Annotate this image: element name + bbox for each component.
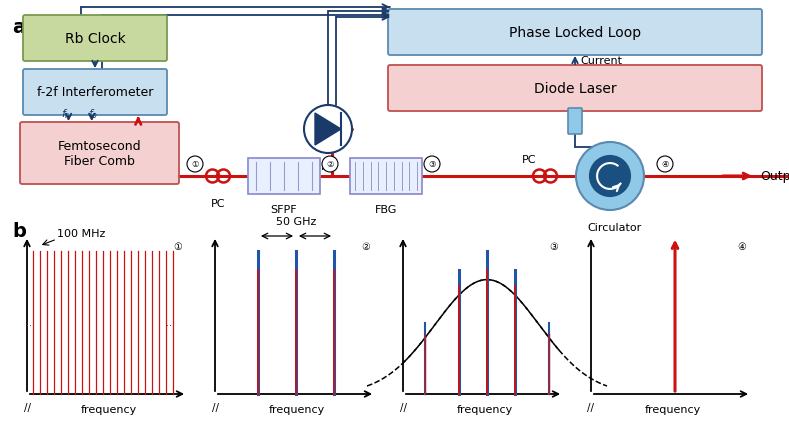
Text: Femtosecond
Fiber Comb: Femtosecond Fiber Comb xyxy=(58,140,141,167)
Text: ②: ② xyxy=(326,160,334,169)
Text: ④: ④ xyxy=(738,242,746,251)
Circle shape xyxy=(576,143,644,210)
Text: PC: PC xyxy=(522,155,537,164)
Text: a: a xyxy=(12,18,25,37)
FancyBboxPatch shape xyxy=(248,158,320,195)
Text: frequency: frequency xyxy=(81,404,137,414)
FancyBboxPatch shape xyxy=(23,16,167,62)
Text: //: // xyxy=(211,402,219,412)
Text: ...: ... xyxy=(25,318,35,328)
Text: ③: ③ xyxy=(428,160,436,169)
Text: //: // xyxy=(399,402,406,412)
Text: FBG: FBG xyxy=(375,204,397,215)
FancyBboxPatch shape xyxy=(388,66,762,112)
Text: b: b xyxy=(12,222,26,240)
Circle shape xyxy=(657,157,673,173)
Text: //: // xyxy=(24,402,31,412)
Text: frequency: frequency xyxy=(269,404,325,414)
Circle shape xyxy=(589,155,631,198)
Circle shape xyxy=(424,157,440,173)
Text: $f_o$: $f_o$ xyxy=(88,107,98,121)
Circle shape xyxy=(322,157,338,173)
Text: Circulator: Circulator xyxy=(588,222,642,233)
Text: Output: Output xyxy=(760,170,789,183)
Text: ...: ... xyxy=(166,318,174,328)
Text: ①: ① xyxy=(174,242,182,251)
Text: Rb Clock: Rb Clock xyxy=(65,32,125,46)
FancyBboxPatch shape xyxy=(568,109,582,135)
Text: 50 GHz: 50 GHz xyxy=(276,216,316,227)
Text: 100 MHz: 100 MHz xyxy=(57,228,106,239)
Circle shape xyxy=(187,157,203,173)
Text: $f_r$: $f_r$ xyxy=(61,107,70,121)
Text: frequency: frequency xyxy=(457,404,513,414)
Text: Phase Locked Loop: Phase Locked Loop xyxy=(509,26,641,40)
Text: frequency: frequency xyxy=(645,404,701,414)
Text: ①: ① xyxy=(191,160,199,169)
Text: ②: ② xyxy=(361,242,370,251)
FancyBboxPatch shape xyxy=(20,123,179,184)
Text: ③: ③ xyxy=(550,242,559,251)
FancyBboxPatch shape xyxy=(23,70,167,116)
Text: Current: Current xyxy=(580,56,622,66)
FancyBboxPatch shape xyxy=(350,158,422,195)
Text: f-2f Interferometer: f-2f Interferometer xyxy=(37,86,153,99)
Circle shape xyxy=(304,106,352,154)
Text: Diode Laser: Diode Laser xyxy=(533,82,616,96)
Text: //: // xyxy=(588,402,594,412)
FancyBboxPatch shape xyxy=(388,10,762,56)
Text: ④: ④ xyxy=(661,160,669,169)
Text: PC: PC xyxy=(211,199,225,208)
Text: SFPF: SFPF xyxy=(271,204,297,215)
Text: PD: PD xyxy=(320,161,335,172)
Polygon shape xyxy=(315,114,341,146)
